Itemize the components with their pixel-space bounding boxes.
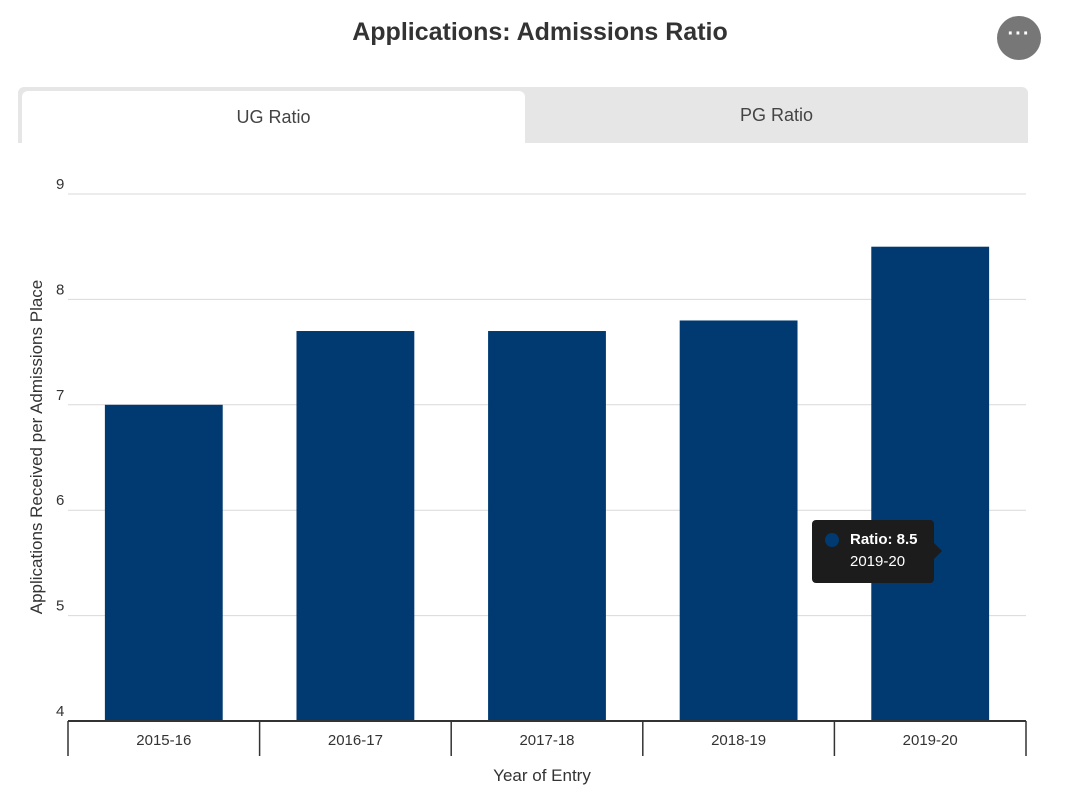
tab-ug-ratio[interactable]: UG Ratio [22,91,525,143]
x-axis: 2015-16 2016-17 2017-18 2018-19 2019-20 [67,720,1027,756]
bar[interactable] [104,404,223,721]
ratio-tabs: UG Ratio PG Ratio [18,87,1028,143]
y-tick-label: 9 [56,176,64,193]
y-tick-label: 5 [56,598,64,615]
tab-pg-ratio[interactable]: PG Ratio [739,104,814,125]
x-tick-label: 2019-20 [903,732,958,749]
y-tick-label: 7 [56,387,64,404]
bars [104,246,990,721]
more-options-icon: ··· [1007,23,1031,45]
tooltip-value: Ratio: 8.5 [850,531,918,548]
x-axis-title: Year of Entry [493,766,591,785]
x-tick-label: 2018-19 [711,732,766,749]
bar[interactable] [488,331,606,721]
bar[interactable] [296,331,415,721]
x-tick-label: 2016-17 [328,732,383,749]
bar[interactable] [679,320,798,721]
y-axis-ticks: 4 5 6 7 8 9 [56,176,64,720]
bar-tooltip: Ratio: 8.5 2019-20 [812,520,942,583]
bar[interactable] [871,246,990,721]
x-tick-label: 2015-16 [136,732,191,749]
tooltip-category: 2019-20 [850,553,906,570]
y-tick-label: 6 [56,492,64,509]
y-tick-label: 8 [56,281,64,298]
chart-title: Applications: Admissions Ratio [352,18,728,46]
y-axis-title: Applications Received per Admissions Pla… [27,280,46,615]
y-tick-label: 4 [56,703,64,720]
chart-menu-button[interactable]: ··· [997,16,1041,60]
series-marker-icon [825,533,839,547]
x-tick-label: 2017-18 [519,732,574,749]
